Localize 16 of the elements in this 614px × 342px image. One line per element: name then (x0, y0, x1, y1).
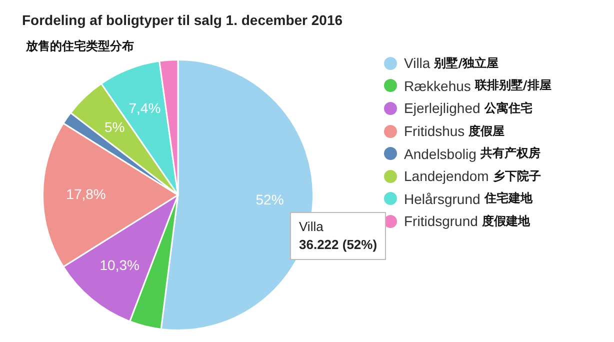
chart-title: Fordeling af boligtyper til salg 1. december 2016 (22, 12, 343, 28)
chart-subtitle: 放售的住宅类型分布 (26, 38, 134, 55)
legend-label: Villa 别墅/独立屋 (404, 54, 499, 72)
legend-label: Landejendom 乡下院子 (404, 168, 541, 185)
data-label: 10,3% (100, 256, 140, 273)
data-label: 17,8% (66, 186, 106, 202)
legend-label: Andelsbolig 共有产权房 (404, 145, 540, 162)
text: Villa 36.222 (52%) (290, 212, 386, 260)
data-label: 52% (256, 192, 284, 208)
data-label: 7,4% (128, 100, 161, 116)
legend-label: Fritidsgrund 度假建地 (404, 212, 530, 230)
legend-label: Helårsgrund 住宅建地 (404, 190, 532, 208)
legend-label: Rækkehus 联排别墅/排屋 (404, 77, 552, 94)
data-label: 5% (104, 119, 125, 136)
legend-label: Fritidshus 度假屋 (404, 122, 505, 140)
legend-label: Ejerlejlighed 公寓住宅 (404, 100, 532, 117)
